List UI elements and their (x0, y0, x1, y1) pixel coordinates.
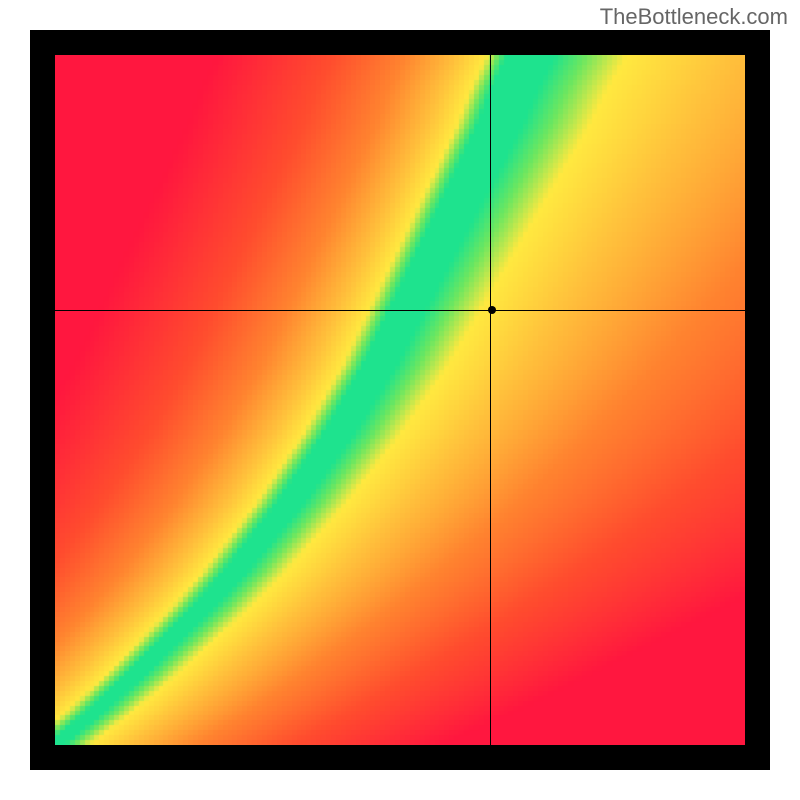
crosshair-vertical (490, 55, 491, 745)
marker-dot (488, 306, 496, 314)
heatmap-canvas (55, 55, 745, 745)
chart-container: TheBottleneck.com (0, 0, 800, 800)
watermark-text: TheBottleneck.com (600, 4, 788, 30)
plot-area (55, 55, 745, 745)
crosshair-horizontal (55, 310, 745, 311)
chart-frame (30, 30, 770, 770)
